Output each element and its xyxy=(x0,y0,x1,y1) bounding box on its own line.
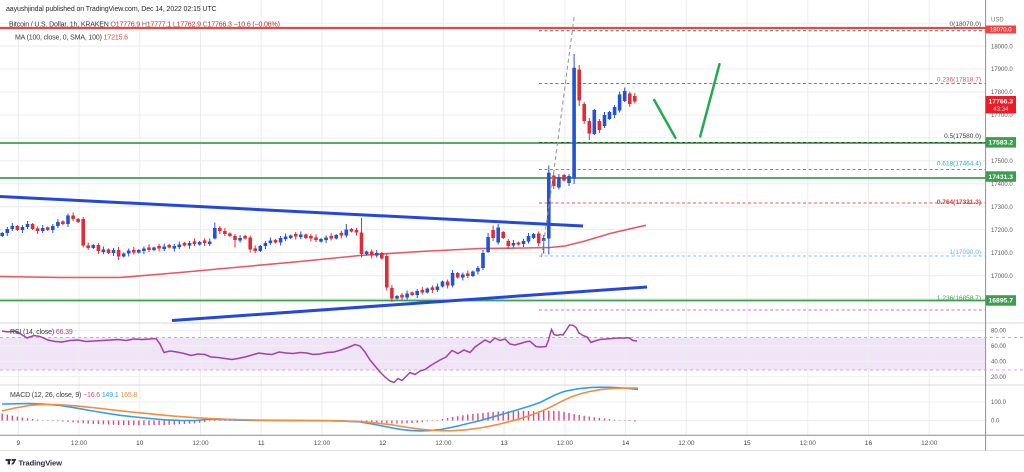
svg-text:80.00: 80.00 xyxy=(991,329,1007,335)
svg-text:0.618(17464.4): 0.618(17464.4) xyxy=(937,161,981,168)
svg-text:10: 10 xyxy=(136,440,144,447)
svg-text:MA (100, close, 0, SMA, 100) 1: MA (100, close, 0, SMA, 100) 17215.6 xyxy=(15,34,128,41)
svg-text:0.236(17818.7): 0.236(17818.7) xyxy=(937,77,981,84)
svg-text:17700.0: 17700.0 xyxy=(991,113,1013,119)
svg-text:43:34: 43:34 xyxy=(993,107,1009,113)
svg-text:RSI (14, close) 66.39: RSI (14, close) 66.39 xyxy=(10,329,73,336)
svg-text:20.00: 20.00 xyxy=(991,375,1007,381)
svg-text:12:00: 12:00 xyxy=(678,440,695,447)
svg-text:Bitcoin / U.S. Dollar, 1h, KRA: Bitcoin / U.S. Dollar, 1h, KRAKEN O17776… xyxy=(9,21,280,28)
svg-text:40.00: 40.00 xyxy=(991,359,1007,365)
svg-text:12:00: 12:00 xyxy=(435,440,452,447)
svg-text:17400.0: 17400.0 xyxy=(991,182,1013,188)
svg-text:17000.0: 17000.0 xyxy=(991,274,1013,280)
svg-text:17200.0: 17200.0 xyxy=(991,228,1013,234)
svg-text:16: 16 xyxy=(865,440,873,447)
svg-text:17100.0: 17100.0 xyxy=(991,251,1013,257)
svg-text:13: 13 xyxy=(501,440,509,447)
svg-text:18000.0: 18000.0 xyxy=(991,44,1013,50)
svg-text:16895.7: 16895.7 xyxy=(989,298,1014,305)
svg-text:12: 12 xyxy=(379,440,387,447)
svg-text:1.236(16858.7): 1.236(16858.7) xyxy=(937,295,981,302)
svg-text:17583.2: 17583.2 xyxy=(989,140,1014,147)
svg-text:12:00: 12:00 xyxy=(314,440,331,447)
svg-text:0.764(17321.3): 0.764(17321.3) xyxy=(937,199,981,206)
svg-text:0(18070.0): 0(18070.0) xyxy=(950,21,981,28)
svg-text:60.00: 60.00 xyxy=(991,344,1007,350)
svg-text:14: 14 xyxy=(622,440,630,447)
svg-text:aayushjindal published on Trad: aayushjindal published on TradingView.co… xyxy=(6,6,217,13)
svg-text:11: 11 xyxy=(258,440,265,447)
svg-text:100.0: 100.0 xyxy=(991,400,1007,406)
svg-text:9: 9 xyxy=(16,440,20,447)
svg-text:USD: USD xyxy=(991,18,1004,24)
svg-text:0.0: 0.0 xyxy=(991,419,1000,425)
svg-text:12:00: 12:00 xyxy=(557,440,574,447)
svg-text:15: 15 xyxy=(743,440,751,447)
svg-text:18070.0: 18070.0 xyxy=(990,28,1012,34)
svg-text:12:00: 12:00 xyxy=(800,440,817,447)
svg-text:TradingView: TradingView xyxy=(19,459,63,468)
svg-text:17766.3: 17766.3 xyxy=(989,98,1014,105)
svg-text:17900.0: 17900.0 xyxy=(991,67,1013,73)
svg-text:12:00: 12:00 xyxy=(921,440,938,447)
svg-text:0.5(17580.0): 0.5(17580.0) xyxy=(944,133,981,140)
svg-text:17300.0: 17300.0 xyxy=(991,205,1013,211)
svg-text:MACD (12, 26, close, 9) −16.6: MACD (12, 26, close, 9) −16.6 149.1 165.… xyxy=(10,392,137,399)
svg-text:17431.3: 17431.3 xyxy=(989,174,1014,181)
svg-text:12:00: 12:00 xyxy=(192,440,209,447)
svg-text:12:00: 12:00 xyxy=(71,440,88,447)
svg-text:17800.0: 17800.0 xyxy=(991,90,1013,96)
svg-text:17500.0: 17500.0 xyxy=(991,159,1013,165)
svg-text:1(17090.0): 1(17090.0) xyxy=(950,249,981,256)
